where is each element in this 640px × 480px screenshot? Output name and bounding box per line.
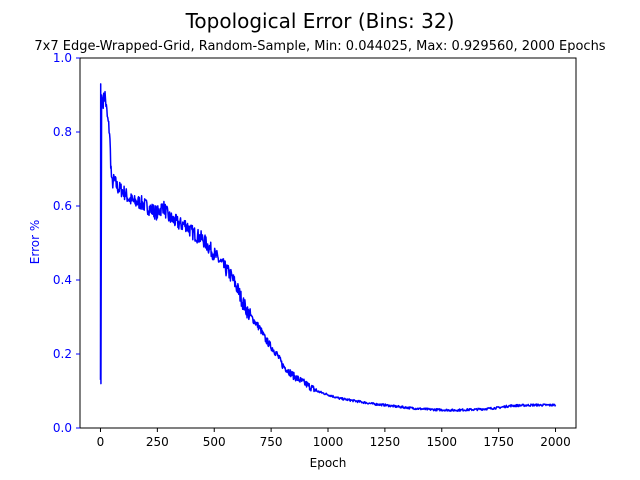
plot-frame <box>79 57 577 429</box>
y-tick-label: 0.8 <box>53 125 72 139</box>
x-tick-label: 0 <box>97 435 105 449</box>
x-tick-label: 500 <box>203 435 226 449</box>
y-axis: 0.0 0.2 0.4 0.6 0.8 1.0 <box>53 51 80 435</box>
x-tick-label: 1750 <box>483 435 514 449</box>
y-tick-label: 1.0 <box>53 51 72 65</box>
y-tick-label: 0.2 <box>53 347 72 361</box>
x-axis-label: Epoch <box>310 456 347 470</box>
y-tick-label: 0.4 <box>53 273 72 287</box>
x-tick-label: 1000 <box>313 435 344 449</box>
x-tick-label: 1500 <box>426 435 457 449</box>
error-series-line <box>99 83 557 412</box>
x-axis: 0 250 500 750 1000 1250 1500 1750 2000 <box>97 428 571 449</box>
y-axis-label: Error % <box>28 220 42 264</box>
x-tick-label: 250 <box>146 435 169 449</box>
x-tick-label: 2000 <box>540 435 571 449</box>
y-tick-label: 0.0 <box>53 421 72 435</box>
x-tick-label: 750 <box>260 435 283 449</box>
chart-subtitle: 7x7 Edge-Wrapped-Grid, Random-Sample, Mi… <box>34 39 605 54</box>
chart-title: Topological Error (Bins: 32) <box>185 9 455 33</box>
x-tick-label: 1250 <box>370 435 401 449</box>
y-tick-label: 0.6 <box>53 199 72 213</box>
